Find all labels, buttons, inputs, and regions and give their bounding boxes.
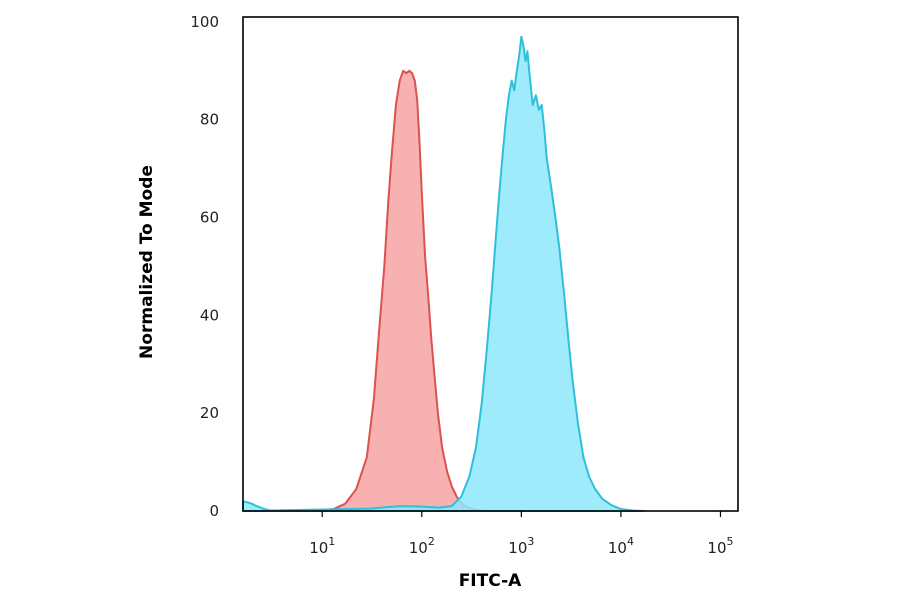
x-tick-exponent: 1	[328, 535, 335, 548]
x-tick-exponent: 2	[428, 535, 435, 548]
x-tick-base: 10	[508, 539, 527, 557]
x-tick-label: 105	[707, 535, 733, 557]
x-tick-exponent: 5	[727, 535, 734, 548]
y-tick-label: 60	[200, 209, 219, 227]
x-tick-exponent: 4	[627, 535, 634, 548]
plot-frame	[242, 16, 739, 512]
y-tick-label: 100	[190, 13, 219, 31]
x-tick-label: 103	[508, 535, 534, 557]
x-tick-base: 10	[608, 539, 627, 557]
y-tick-label: 0	[209, 502, 219, 520]
y-tick-label: 20	[200, 404, 219, 422]
x-tick-base: 10	[409, 539, 428, 557]
y-tick-label: 40	[200, 306, 219, 324]
x-tick-base: 10	[707, 539, 726, 557]
series-layer	[242, 35, 645, 512]
x-tick-label: 102	[409, 535, 435, 557]
y-axis-title: Normalized To Mode	[137, 165, 157, 359]
x-tick-label: 104	[608, 535, 634, 557]
y-tick-label: 80	[200, 111, 219, 129]
x-axis-title: FITC-A	[459, 571, 522, 591]
x-tick-base: 10	[309, 539, 328, 557]
x-tick-exponent: 3	[527, 535, 534, 548]
x-tick-label: 101	[309, 535, 335, 557]
histogram-series-2	[242, 35, 645, 512]
histogram-series-1	[316, 69, 485, 512]
